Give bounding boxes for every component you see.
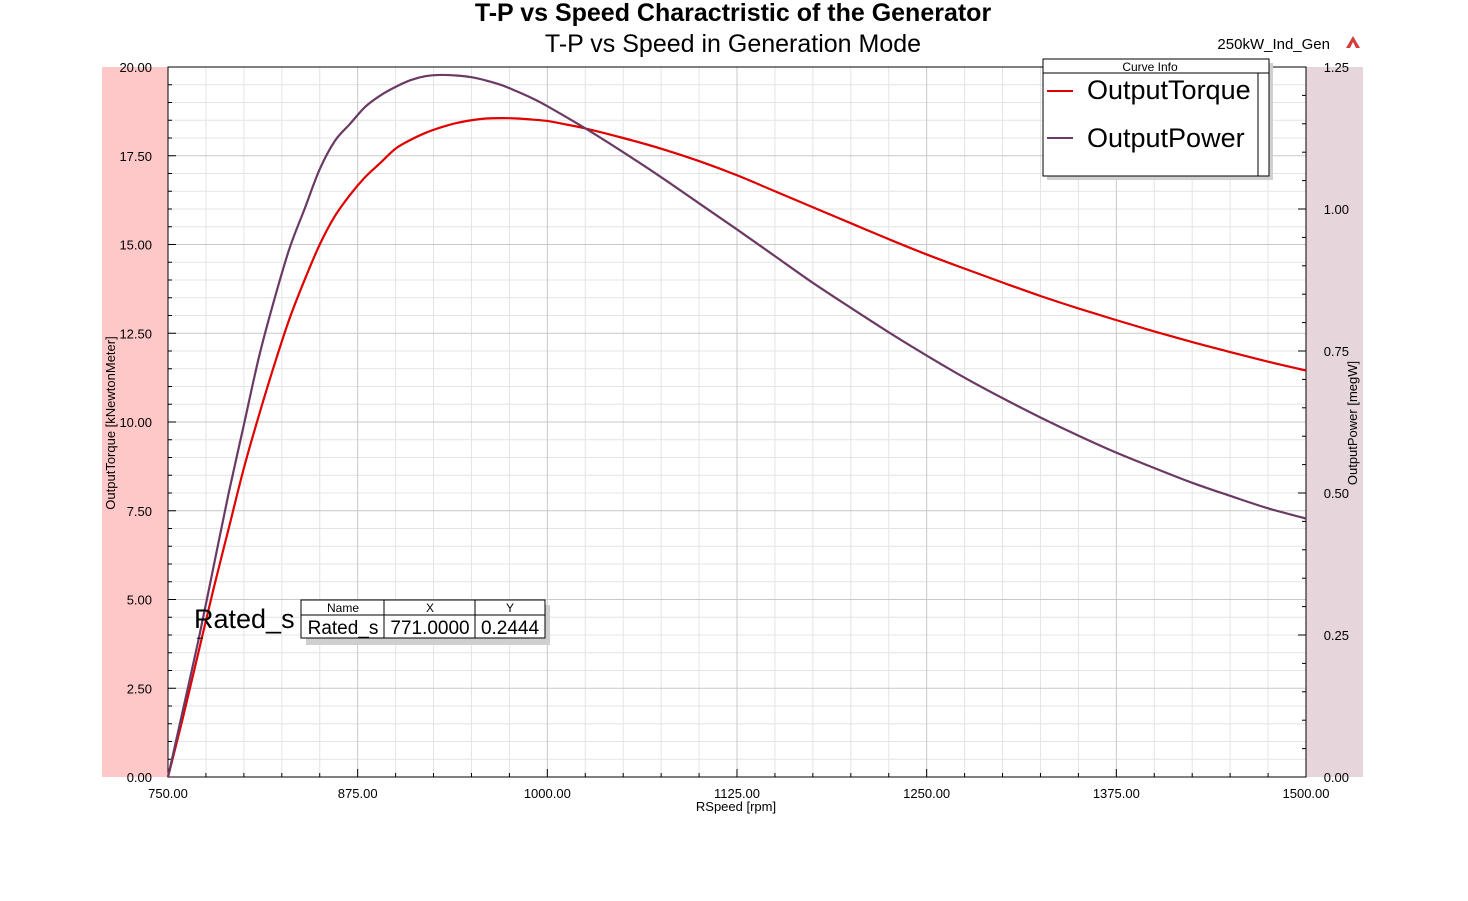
tick-marks — [167, 66, 1307, 778]
x-tick-labels: 750.00 875.00 1000.00 1125.00 1250.00 1375.00… — [148, 786, 1329, 801]
legend-box — [1042, 58, 1270, 177]
ansys-logo-icon — [1346, 36, 1360, 48]
y-left-tick-labels: 0.00 2.50 5.00 7.50 10.00 12.50 15.00 17.50 20.0… — [119, 60, 152, 785]
marker-layer: Rated_s Name X Y Rated_s 771.0000 0.2444 — [194, 599, 550, 645]
y-right-axis-label: OutputPower [megW] — [1345, 361, 1360, 485]
chart-title: T-P vs Speed Charactristic of the Genera… — [475, 0, 992, 27]
y-left-tick-label: 17.50 — [119, 149, 152, 164]
chart-subtitle: T-P vs Speed in Generation Mode — [545, 30, 921, 58]
x-tick-label: 1125.00 — [714, 786, 760, 801]
x-tick-label: 1000.00 — [524, 786, 571, 801]
series-line-outputpower[interactable] — [166, 73, 1307, 778]
y-left-tick-label: 15.00 — [119, 238, 152, 253]
x-tick-label: 750.00 — [148, 786, 188, 801]
marker-table[interactable]: Name X Y Rated_s 771.0000 0.2444 — [300, 599, 550, 645]
left-axis-band — [102, 67, 168, 777]
project-name: 250kW_Ind_Gen — [1217, 36, 1330, 53]
marker-table-header-y: Y — [506, 601, 514, 615]
legend[interactable]: Curve Info OutputTorque OutputPower — [1042, 58, 1273, 180]
series-layer — [166, 73, 1307, 778]
y-right-tick-label: 0.00 — [1324, 770, 1349, 785]
y-right-tick-label: 0.50 — [1324, 486, 1349, 501]
y-left-tick-label: 10.00 — [119, 415, 152, 430]
legend-title: Curve Info — [1122, 60, 1178, 74]
y-left-tick-label: 20.00 — [119, 60, 152, 75]
series-line-outputtorque[interactable] — [166, 117, 1307, 778]
y-right-tick-label: 1.00 — [1324, 202, 1349, 217]
y-left-tick-label: 12.50 — [119, 326, 152, 341]
x-tick-label: 1250.00 — [903, 786, 950, 801]
legend-entry-output-power: OutputPower — [1087, 123, 1245, 153]
y-left-tick-label: 5.00 — [127, 593, 152, 608]
marker-table-cell-name: Rated_s — [308, 618, 379, 639]
y-left-tick-label: 7.50 — [127, 504, 152, 519]
x-tick-label: 875.00 — [338, 786, 378, 801]
y-left-tick-label: 2.50 — [127, 681, 152, 696]
major-grid — [168, 67, 1306, 777]
marker-table-header-name: Name — [327, 601, 359, 615]
right-axis-band — [1306, 67, 1363, 777]
y-left-axis-label: OutputTorque [kNewtonMeter] — [103, 336, 118, 509]
y-right-tick-label: 1.25 — [1324, 60, 1349, 75]
x-tick-label: 1500.00 — [1283, 786, 1330, 801]
y-right-tick-label: 0.25 — [1324, 628, 1349, 643]
marker-label: Rated_s — [194, 604, 295, 634]
marker-table-cell-x: 771.0000 — [390, 618, 469, 639]
y-right-tick-label: 0.75 — [1324, 344, 1349, 359]
marker-table-header-x: X — [426, 601, 434, 615]
x-axis-label: RSpeed [rpm] — [696, 799, 776, 814]
x-tick-label: 1375.00 — [1093, 786, 1140, 801]
marker-table-cell-y: 0.2444 — [481, 618, 540, 639]
marker-table-box — [300, 599, 546, 639]
legend-entry-output-torque: OutputTorque — [1087, 75, 1251, 105]
y-right-tick-labels: 0.00 0.25 0.50 0.75 1.00 1.25 — [1324, 60, 1349, 785]
y-left-tick-label: 0.00 — [127, 770, 152, 785]
